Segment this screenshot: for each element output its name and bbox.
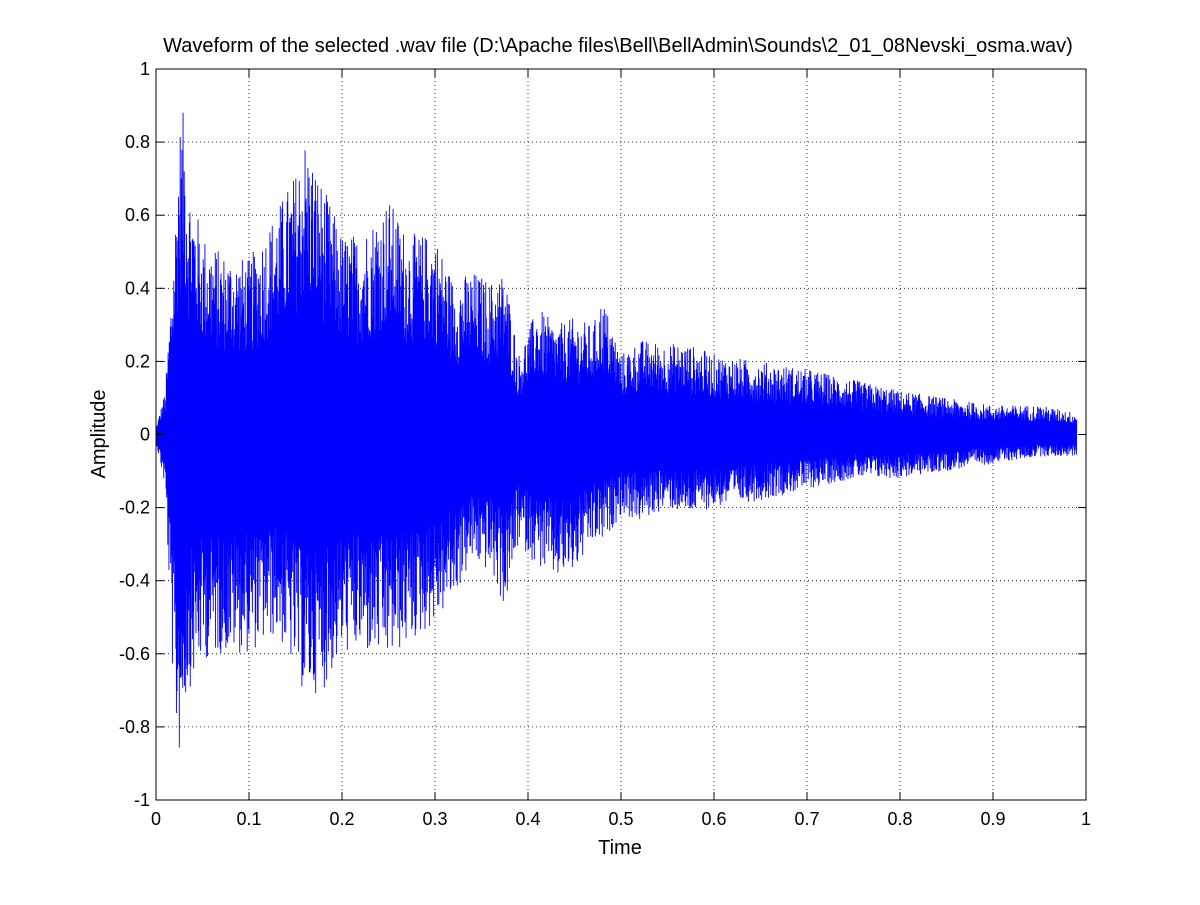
plot-area <box>155 112 1078 748</box>
x-tick-label: 0.6 <box>701 809 726 829</box>
y-tick-label: -1 <box>134 790 150 810</box>
y-axis-ticks: 1 0.8 0.6 0.4 0.2 0 -0.2 -0.4 -0.6 -0.8 -1 <box>119 59 1086 810</box>
y-tick-label: -0.8 <box>119 717 150 737</box>
chart-title: Waveform of the selected .wav file (D:\A… <box>163 35 1073 57</box>
x-tick-label: 0.7 <box>794 809 819 829</box>
x-tick-label: 0.1 <box>236 809 261 829</box>
y-tick-label: 1 <box>140 59 150 79</box>
x-axis-title: Time <box>598 837 642 859</box>
y-tick-label: 0.4 <box>125 278 150 298</box>
x-tick-label: 0.9 <box>980 809 1005 829</box>
y-axis-title: Amplitude <box>88 390 110 479</box>
x-tick-label: 0.2 <box>329 809 354 829</box>
y-tick-label: 0.8 <box>125 132 150 152</box>
x-axis-ticks: 0 0.1 0.2 0.3 0.4 0.5 0.6 0.7 0.8 0.9 1 <box>151 69 1091 829</box>
x-tick-label: 0 <box>151 809 161 829</box>
y-tick-label: 0.6 <box>125 205 150 225</box>
x-tick-label: 1 <box>1081 809 1091 829</box>
y-tick-label: -0.2 <box>119 498 150 518</box>
y-tick-label: -0.4 <box>119 571 150 591</box>
x-tick-label: 0.4 <box>515 809 540 829</box>
waveform-line <box>155 112 1078 748</box>
y-tick-label: 0.2 <box>125 351 150 371</box>
x-tick-label: 0.8 <box>887 809 912 829</box>
y-tick-label: 0 <box>140 425 150 445</box>
x-tick-label: 0.5 <box>608 809 633 829</box>
y-tick-label: -0.6 <box>119 644 150 664</box>
x-tick-label: 0.3 <box>422 809 447 829</box>
